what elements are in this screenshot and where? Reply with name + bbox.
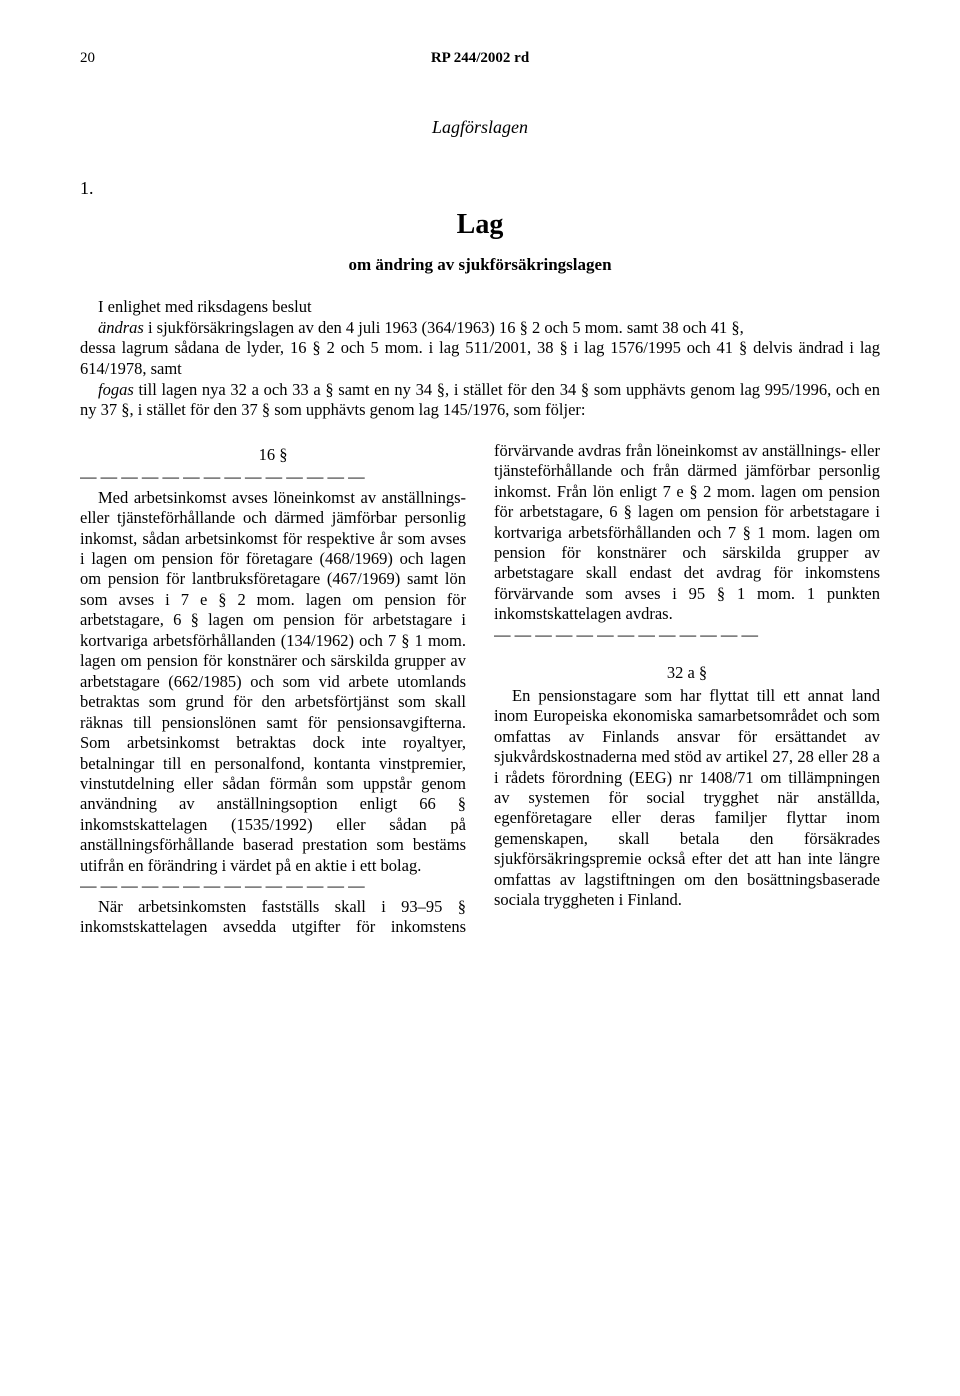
section-16-para-1: Med arbetsinkomst avses löneinkomst av a… <box>80 488 466 877</box>
page-number: 20 <box>80 50 95 67</box>
dash-separator: — — — — — — — — — — — — — — <box>80 876 466 896</box>
spacer <box>494 645 880 659</box>
preamble-line-1: I enlighet med riksdagens beslut <box>80 297 880 318</box>
section-16-heading: 16 § <box>80 445 466 465</box>
page-header: 20 RP 244/2002 rd 20 <box>80 50 880 67</box>
section-label: Lagförslagen <box>80 117 880 138</box>
preamble-line-4: fogas till lagen nya 32 a och 33 a § sam… <box>80 380 880 421</box>
preamble-line-2: ändras i sjukförsäkringslagen av den 4 j… <box>80 318 880 339</box>
law-subtitle: om ändring av sjukförsäkringslagen <box>80 255 880 275</box>
preamble-em-andras: ändras <box>98 318 144 337</box>
preamble-line-2b: i sjukförsäkringslagen av den 4 juli 196… <box>144 318 744 337</box>
section-32a-heading: 32 a § <box>494 663 880 683</box>
preamble-em-fogas: fogas <box>98 380 134 399</box>
preamble: I enlighet med riksdagens beslut ändras … <box>80 297 880 421</box>
preamble-line-4b: till lagen nya 32 a och 33 a § samt en n… <box>80 380 880 420</box>
dash-separator: — — — — — — — — — — — — — — <box>80 467 466 487</box>
law-number: 1. <box>80 178 880 199</box>
document-reference: RP 244/2002 rd <box>431 50 529 67</box>
section-32a-para-1: En pensionstagare som har flyttat till e… <box>494 686 880 911</box>
dash-separator: — — — — — — — — — — — — — <box>494 625 880 645</box>
preamble-line-3: dessa lagrum sådana de lyder, 16 § 2 och… <box>80 338 880 378</box>
body-columns: 16 § — — — — — — — — — — — — — — Med arb… <box>80 441 880 938</box>
law-title: Lag <box>80 209 880 241</box>
